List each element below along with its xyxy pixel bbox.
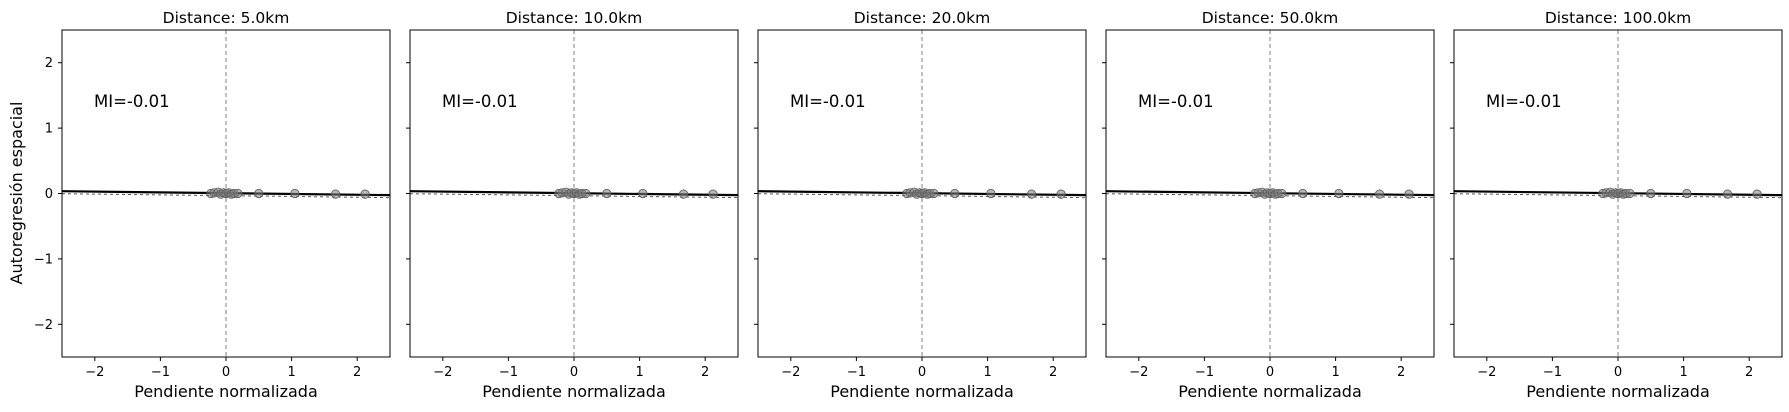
data-point <box>254 188 264 199</box>
data-point <box>1374 189 1385 199</box>
mi-annotation: MI=-0.01 <box>1138 92 1214 111</box>
data-point <box>1026 189 1037 199</box>
panel-1: Distance: 5.0km MI=-0.01 −2 −1 0 1 2 −2 −1 0 1 2 Pen… <box>34 9 391 401</box>
data-point <box>1404 189 1414 199</box>
x-axis-label: Pendiente normalizada <box>830 382 1014 401</box>
x-tick-label: −1 <box>1543 365 1562 380</box>
panel-title: Distance: 10.0km <box>506 9 643 27</box>
x-axis-label: Pendiente normalizada <box>482 382 666 401</box>
x-tick-label: 0 <box>570 365 578 380</box>
x-tick-label: 0 <box>1266 365 1274 380</box>
x-tick-label: 0 <box>918 365 926 380</box>
panel-5: Distance: 100.0km MI=-0.01 −2 −1 0 1 2 Pendient… <box>1450 9 1783 401</box>
mi-annotation: MI=-0.01 <box>790 92 866 111</box>
x-tick-label: 2 <box>701 365 709 380</box>
x-tick-label: −2 <box>1477 365 1496 380</box>
x-tick-label: −2 <box>85 365 104 380</box>
data-point <box>1646 188 1656 199</box>
x-tick-label: 1 <box>983 365 991 380</box>
panel-2: Distance: 10.0km MI=-0.01 −2 −1 0 1 2 Pendiente… <box>406 9 739 401</box>
panel-3: Distance: 20.0km MI=-0.01 −2 −1 0 1 2 Pendiente… <box>754 9 1087 401</box>
data-point <box>602 188 612 199</box>
data-point <box>1277 188 1287 199</box>
data-point <box>1334 188 1344 199</box>
data-point <box>1752 189 1762 199</box>
x-tick-label: −2 <box>781 365 800 380</box>
data-point <box>638 188 648 199</box>
data-point <box>1625 188 1635 199</box>
x-tick-label: 0 <box>1614 365 1622 380</box>
x-tick-label: −2 <box>1129 365 1148 380</box>
data-point <box>1682 188 1692 199</box>
panel-title: Distance: 5.0km <box>163 9 290 27</box>
panel-title: Distance: 20.0km <box>854 9 991 27</box>
mi-annotation: MI=-0.01 <box>442 92 518 111</box>
x-tick-label: 1 <box>287 365 295 380</box>
data-point <box>581 188 591 199</box>
x-tick-label: 1 <box>635 365 643 380</box>
x-axis-label: Pendiente normalizada <box>134 382 318 401</box>
x-tick-label: 1 <box>1679 365 1687 380</box>
x-axis-label: Pendiente normalizada <box>1178 382 1362 401</box>
panel-4: Distance: 50.0km MI=-0.01 −2 −1 0 1 2 Pendiente… <box>1102 9 1435 401</box>
x-tick-label: −1 <box>1195 365 1214 380</box>
x-tick-label: −1 <box>847 365 866 380</box>
data-point <box>290 188 300 199</box>
data-point <box>360 189 370 199</box>
data-point <box>233 188 243 199</box>
panel-title: Distance: 50.0km <box>1202 9 1339 27</box>
y-tick-label: −2 <box>34 318 53 333</box>
data-point <box>1722 189 1733 199</box>
mi-annotation: MI=-0.01 <box>94 92 170 111</box>
figure-y-axis-label: Autoregresión espacial <box>7 102 26 285</box>
x-tick-label: −2 <box>433 365 452 380</box>
y-tick-label: 1 <box>45 122 53 137</box>
x-tick-label: 2 <box>1049 365 1057 380</box>
x-tick-label: 0 <box>222 365 230 380</box>
y-tick-label: 2 <box>45 56 53 71</box>
x-tick-label: 1 <box>1331 365 1339 380</box>
data-point <box>330 189 341 199</box>
data-point <box>678 189 689 199</box>
panel-title: Distance: 100.0km <box>1545 9 1691 27</box>
data-point <box>708 189 718 199</box>
y-tick-label: −1 <box>34 252 53 267</box>
data-point <box>929 188 939 199</box>
data-point <box>1298 188 1308 199</box>
x-tick-label: 2 <box>1397 365 1405 380</box>
x-tick-label: 2 <box>353 365 361 380</box>
y-tick-label: 0 <box>45 187 53 202</box>
data-point <box>1056 189 1066 199</box>
x-tick-label: −1 <box>499 365 518 380</box>
mi-annotation: MI=-0.01 <box>1486 92 1562 111</box>
data-point <box>950 188 960 199</box>
data-point <box>986 188 996 199</box>
x-tick-label: 2 <box>1745 365 1753 380</box>
x-axis-label: Pendiente normalizada <box>1526 382 1710 401</box>
x-tick-label: −1 <box>151 365 170 380</box>
